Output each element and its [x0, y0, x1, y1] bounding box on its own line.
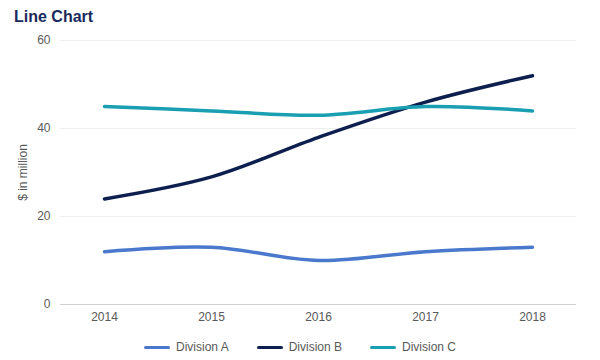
svg-text:2018: 2018	[519, 310, 546, 324]
svg-text:2015: 2015	[198, 310, 225, 324]
svg-text:0: 0	[44, 297, 51, 311]
html-text:Line Chart: Line Chart	[14, 8, 94, 25]
html-text:Division C: Division C	[402, 340, 456, 354]
svg-text:$ in million: $ in million	[16, 144, 30, 201]
svg-text:60: 60	[37, 33, 51, 47]
svg-text:2017: 2017	[412, 310, 439, 324]
svg-text:2016: 2016	[305, 310, 332, 324]
svg-text:20: 20	[37, 209, 51, 223]
svg-text:2014: 2014	[91, 310, 118, 324]
svg-text:40: 40	[37, 121, 51, 135]
html-text:Division A: Division A	[176, 340, 229, 354]
html-text:Division B: Division B	[288, 340, 342, 354]
